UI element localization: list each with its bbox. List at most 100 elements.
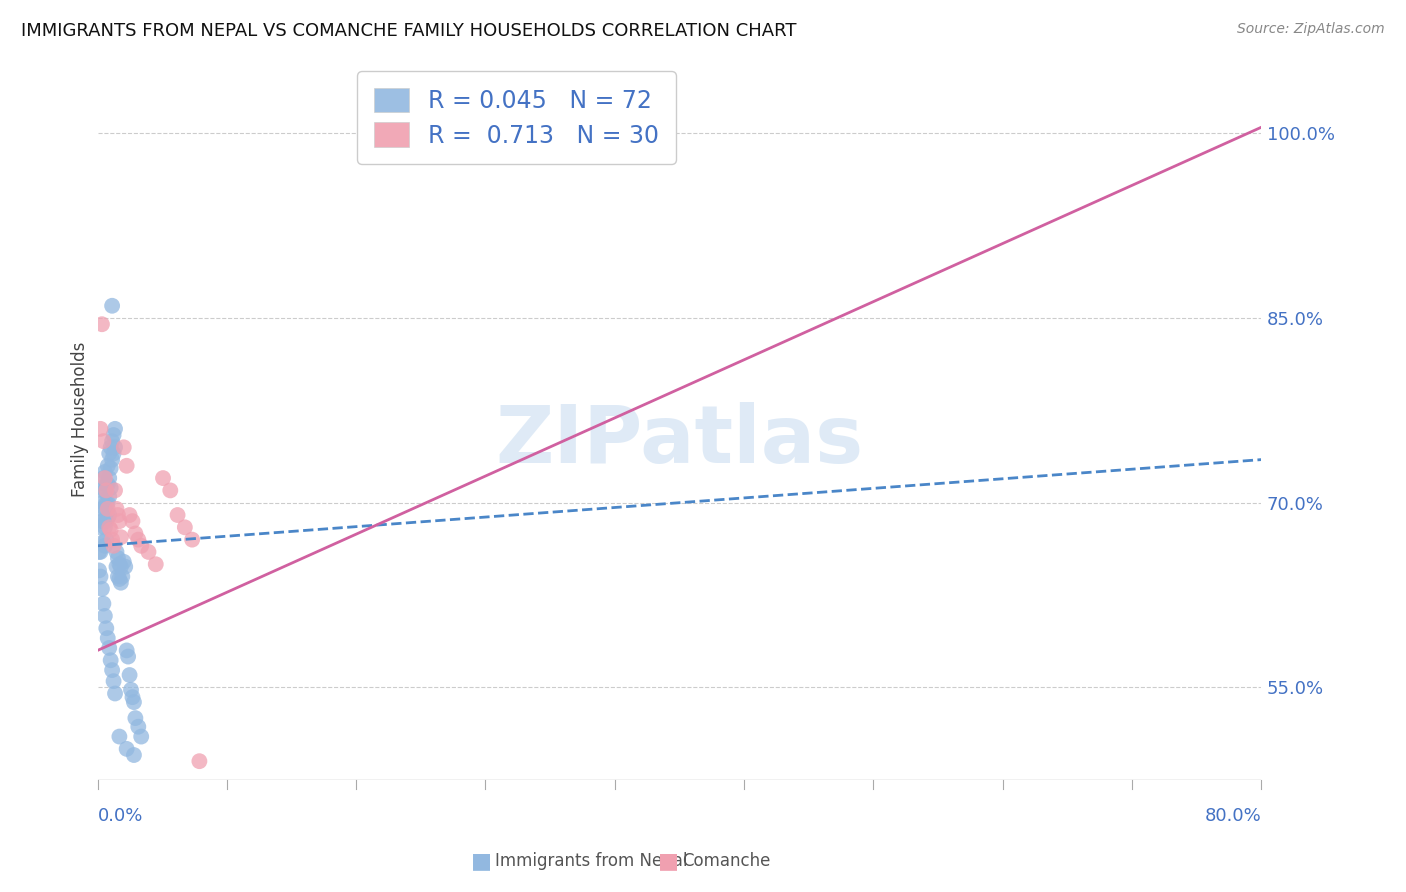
Point (98, 640, 121, 655)
Point (114, 559, 136, 574)
Point (127, 720, 149, 734)
Point (101, 663, 124, 677)
Point (122, 747, 145, 762)
Point (98, 490, 121, 504)
Point (166, 508, 188, 522)
Point (103, 446, 125, 460)
Point (98, 520, 121, 534)
Text: ■: ■ (471, 851, 492, 871)
Text: 80.0%: 80.0% (1205, 806, 1261, 825)
Point (129, 539, 152, 553)
Text: Source: ZipAtlas.com: Source: ZipAtlas.com (1237, 22, 1385, 37)
Point (112, 440, 135, 454)
Point (103, 674, 125, 689)
Point (129, 730, 152, 744)
Point (91, 514, 114, 528)
Point (111, 569, 134, 583)
Point (107, 508, 129, 522)
Point (124, 526, 146, 541)
Point (120, 682, 142, 697)
Point (97, 477, 120, 491)
Point (97, 510, 120, 524)
Point (89, 569, 111, 583)
Text: ZIPatlas: ZIPatlas (495, 402, 863, 480)
Point (94, 609, 117, 624)
Point (98, 446, 121, 460)
Point (96, 621, 118, 635)
Point (94, 520, 117, 534)
Point (118, 508, 141, 522)
Point (87, 545, 110, 559)
Point (89, 520, 111, 534)
Point (97, 496, 120, 510)
Point (93, 535, 115, 549)
Point (107, 569, 129, 583)
Text: Immigrants from Nepal: Immigrants from Nepal (495, 852, 688, 870)
Point (94, 465, 117, 479)
Point (94, 471, 117, 485)
Point (97, 631, 120, 645)
Point (105, 559, 128, 574)
Point (94, 501, 117, 516)
Point (100, 653, 122, 667)
Point (91, 501, 114, 516)
Point (104, 440, 127, 454)
Point (93, 471, 115, 485)
Point (108, 514, 131, 528)
Point (104, 686, 127, 700)
Point (89, 422, 111, 436)
Point (101, 533, 124, 547)
Text: Comanche: Comanche (682, 852, 770, 870)
Point (108, 572, 131, 586)
Point (110, 530, 132, 544)
Point (91, 582, 114, 596)
Legend: R = 0.045   N = 72, R =  0.713   N = 30: R = 0.045 N = 72, R = 0.713 N = 30 (357, 71, 676, 164)
Point (97, 458, 120, 473)
Point (108, 558, 131, 572)
Point (118, 668, 141, 682)
Point (112, 555, 135, 569)
Point (96, 533, 118, 547)
Point (94, 539, 117, 553)
Point (110, 575, 132, 590)
Point (94, 483, 117, 498)
Point (115, 458, 138, 473)
Point (96, 496, 118, 510)
Point (93, 514, 115, 528)
Point (115, 742, 138, 756)
Point (87, 563, 110, 577)
Point (181, 533, 204, 547)
Point (96, 477, 118, 491)
Point (100, 523, 122, 537)
Point (103, 428, 125, 442)
Text: ■: ■ (658, 851, 679, 871)
Point (152, 471, 174, 485)
Point (127, 533, 149, 547)
Point (115, 643, 138, 657)
Point (100, 461, 122, 475)
Text: 0.0%: 0.0% (97, 806, 143, 825)
Point (100, 481, 122, 495)
Text: IMMIGRANTS FROM NEPAL VS COMANCHE FAMILY HOUSEHOLDS CORRELATION CHART: IMMIGRANTS FROM NEPAL VS COMANCHE FAMILY… (21, 22, 797, 40)
Y-axis label: Family Households: Family Households (72, 342, 89, 498)
Point (124, 711, 146, 725)
Point (101, 299, 124, 313)
Point (159, 483, 181, 498)
Point (121, 514, 143, 528)
Point (96, 483, 118, 498)
Point (98, 471, 121, 485)
Point (101, 452, 124, 467)
Point (122, 695, 145, 709)
Point (93, 597, 115, 611)
Point (91, 483, 114, 498)
Point (103, 539, 125, 553)
Point (104, 422, 127, 436)
Point (105, 545, 128, 559)
Point (173, 520, 195, 534)
Point (91, 317, 114, 331)
Point (188, 754, 211, 768)
Point (101, 434, 124, 449)
Point (138, 545, 160, 559)
Point (108, 730, 131, 744)
Point (100, 440, 122, 454)
